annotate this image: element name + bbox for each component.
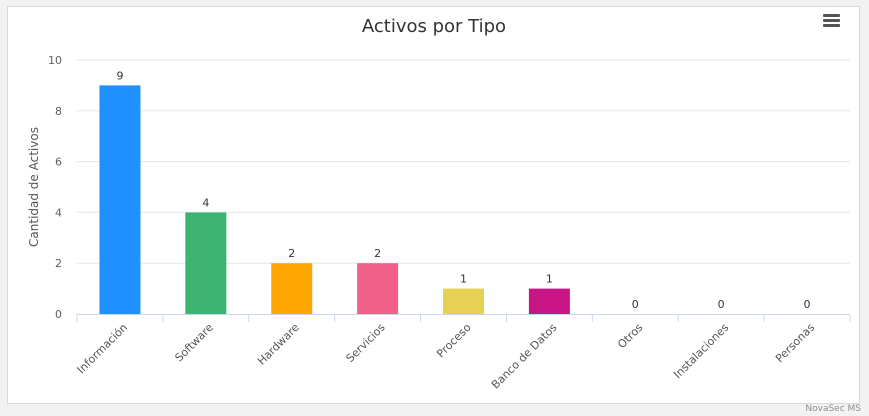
bar-3 xyxy=(357,263,399,314)
bar-0 xyxy=(99,85,141,315)
y-tick-label-8: 8 xyxy=(55,105,62,118)
y-tick-label-0: 0 xyxy=(55,308,62,321)
x-tick-label-2: Hardware xyxy=(255,321,302,368)
data-label-7: 0 xyxy=(718,298,725,311)
x-tick-label-0: Información xyxy=(75,321,130,376)
x-tick-label-6: Otros xyxy=(615,321,645,351)
data-label-5: 1 xyxy=(546,273,553,286)
x-tick-label-8: Personas xyxy=(773,321,817,365)
y-tick-label-10: 10 xyxy=(48,54,62,67)
y-tick-label-4: 4 xyxy=(55,206,62,219)
chart-container xyxy=(7,6,860,404)
data-labels: 9 4 2 2 1 1 0 0 0 xyxy=(116,69,810,311)
data-label-2: 2 xyxy=(288,247,295,260)
data-label-1: 4 xyxy=(202,196,209,209)
chart-title: Activos por Tipo xyxy=(362,16,506,37)
bars xyxy=(99,85,570,315)
bar-5 xyxy=(528,288,570,314)
data-label-0: 9 xyxy=(116,69,123,82)
y-tick-label-2: 2 xyxy=(55,257,62,270)
x-tick-label-1: Software xyxy=(172,321,216,365)
bar-2 xyxy=(271,263,313,314)
data-label-3: 2 xyxy=(374,247,381,260)
bar-1 xyxy=(185,212,227,314)
y-axis-title: Cantidad de Activos xyxy=(27,127,41,247)
x-tick-label-3: Servicios xyxy=(344,321,388,365)
hamburger-menu-icon[interactable] xyxy=(822,12,842,30)
x-tick-label-7: Instalaciones xyxy=(671,321,731,381)
credits-link[interactable]: NovaSec MS xyxy=(805,404,861,414)
data-label-4: 1 xyxy=(460,273,467,286)
y-tick-label-6: 6 xyxy=(55,156,62,169)
data-label-6: 0 xyxy=(632,298,639,311)
data-label-8: 0 xyxy=(804,298,811,311)
x-tick-label-4: Proceso xyxy=(434,321,474,361)
x-tick-label-5: Banco de Datos xyxy=(489,321,560,392)
bar-4 xyxy=(443,288,484,314)
